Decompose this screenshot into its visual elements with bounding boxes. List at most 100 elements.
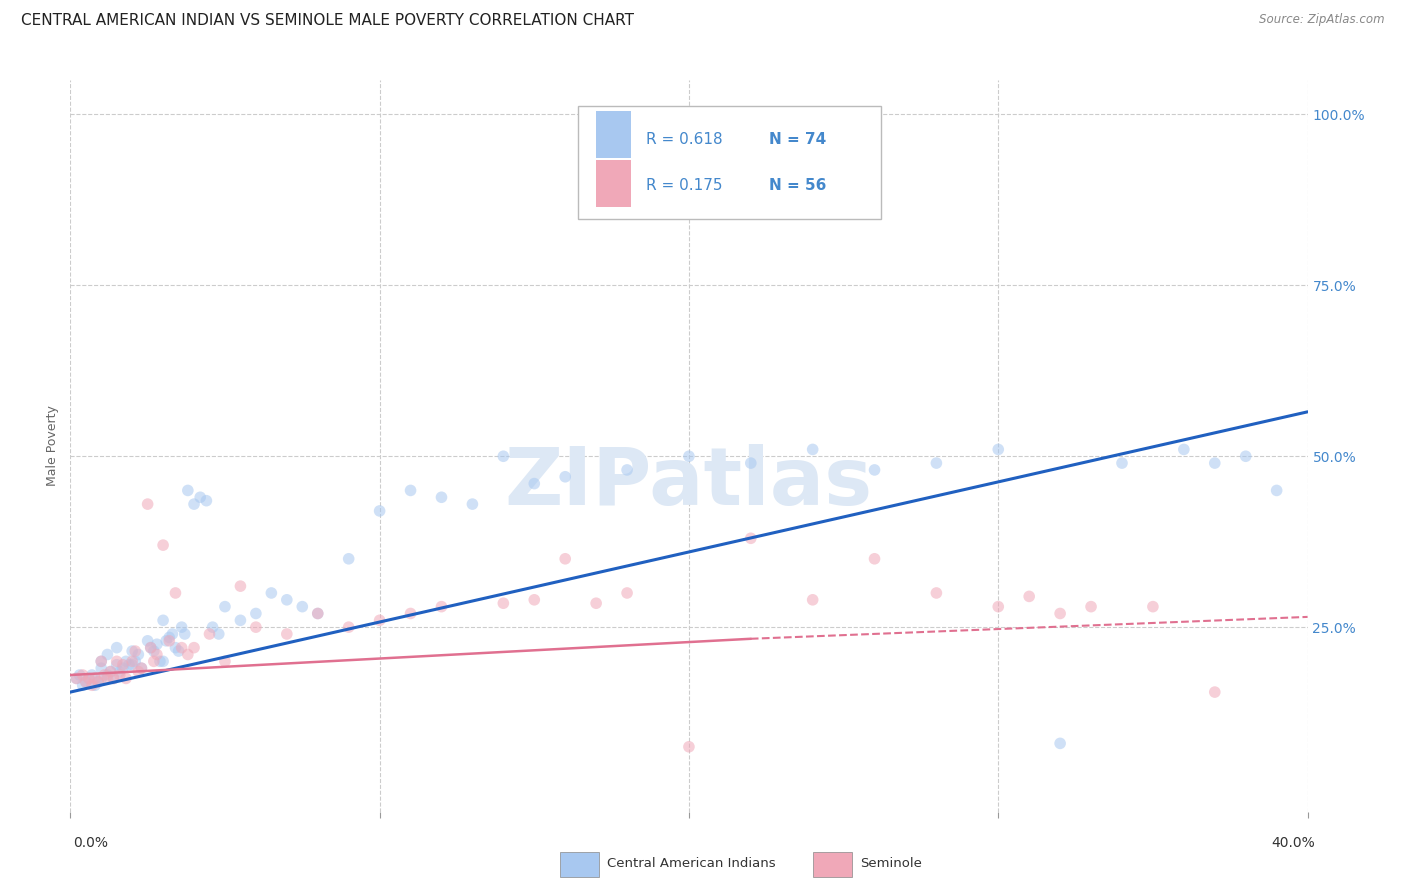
Point [121, 644, 143, 658]
Text: Source: ZipAtlas.com: Source: ZipAtlas.com [1260, 13, 1385, 27]
Point [1049, 607, 1071, 621]
Point [616, 586, 638, 600]
Point [80, 678, 103, 692]
Point [139, 640, 162, 655]
Point [307, 607, 329, 621]
Point [111, 657, 134, 672]
Point [72, 678, 94, 692]
Text: N = 56: N = 56 [769, 178, 827, 194]
Point [121, 654, 143, 668]
Text: 40.0%: 40.0% [1271, 836, 1315, 850]
FancyBboxPatch shape [596, 111, 631, 158]
Point [368, 613, 391, 627]
Point [492, 449, 515, 463]
Point [152, 613, 174, 627]
Point [115, 672, 138, 686]
Point [87, 674, 110, 689]
Point [65, 672, 87, 686]
Point [170, 620, 193, 634]
Point [90, 654, 112, 668]
Point [96, 648, 118, 662]
Point [195, 493, 218, 508]
Point [136, 633, 159, 648]
Point [121, 657, 143, 672]
Point [399, 483, 422, 498]
Point [430, 599, 453, 614]
Point [127, 665, 149, 679]
Point [1111, 456, 1133, 470]
Point [801, 442, 824, 457]
Point [152, 538, 174, 552]
Point [291, 599, 314, 614]
Point [75, 674, 97, 689]
Point [430, 490, 453, 504]
Point [229, 579, 252, 593]
Point [740, 456, 762, 470]
Point [167, 644, 190, 658]
Point [165, 640, 187, 655]
Point [801, 592, 824, 607]
Point [90, 661, 112, 675]
Point [157, 631, 180, 645]
Point [863, 463, 886, 477]
Point [461, 497, 484, 511]
Point [307, 607, 329, 621]
Point [100, 665, 122, 679]
Point [87, 674, 110, 689]
Point [1204, 456, 1226, 470]
Point [65, 672, 87, 686]
Point [678, 449, 700, 463]
Point [103, 672, 125, 686]
Point [337, 551, 360, 566]
Point [139, 640, 162, 655]
Point [84, 678, 107, 692]
Point [75, 674, 97, 689]
Point [183, 497, 205, 511]
Point [214, 654, 236, 668]
Point [276, 627, 298, 641]
Point [585, 596, 607, 610]
Text: Central American Indians: Central American Indians [607, 857, 776, 870]
Point [108, 665, 131, 679]
Point [740, 531, 762, 545]
Text: R = 0.175: R = 0.175 [645, 178, 723, 194]
Point [146, 648, 169, 662]
Point [260, 586, 283, 600]
Point [177, 648, 200, 662]
Point [108, 668, 131, 682]
Point [115, 654, 138, 668]
Point [1018, 590, 1040, 604]
Point [118, 657, 141, 672]
Point [142, 654, 165, 668]
Point [1204, 685, 1226, 699]
Point [678, 739, 700, 754]
Point [1234, 449, 1257, 463]
FancyBboxPatch shape [596, 160, 631, 207]
Point [554, 551, 576, 566]
Point [214, 599, 236, 614]
Point [198, 627, 221, 641]
Point [925, 586, 948, 600]
Text: R = 0.618: R = 0.618 [645, 132, 723, 147]
Point [399, 607, 422, 621]
Point [183, 640, 205, 655]
Point [173, 627, 195, 641]
Point [146, 637, 169, 651]
Point [165, 586, 187, 600]
Point [100, 665, 122, 679]
Text: N = 74: N = 74 [769, 132, 827, 147]
Point [105, 640, 128, 655]
FancyBboxPatch shape [578, 106, 880, 219]
Text: 0.0%: 0.0% [73, 836, 108, 850]
Point [208, 627, 231, 641]
Text: CENTRAL AMERICAN INDIAN VS SEMINOLE MALE POVERTY CORRELATION CHART: CENTRAL AMERICAN INDIAN VS SEMINOLE MALE… [21, 13, 634, 29]
Point [72, 668, 94, 682]
Point [69, 668, 91, 682]
Point [368, 504, 391, 518]
Point [177, 483, 200, 498]
Point [523, 592, 546, 607]
Point [170, 640, 193, 655]
Point [105, 657, 128, 672]
Point [1142, 599, 1164, 614]
Point [124, 654, 146, 668]
